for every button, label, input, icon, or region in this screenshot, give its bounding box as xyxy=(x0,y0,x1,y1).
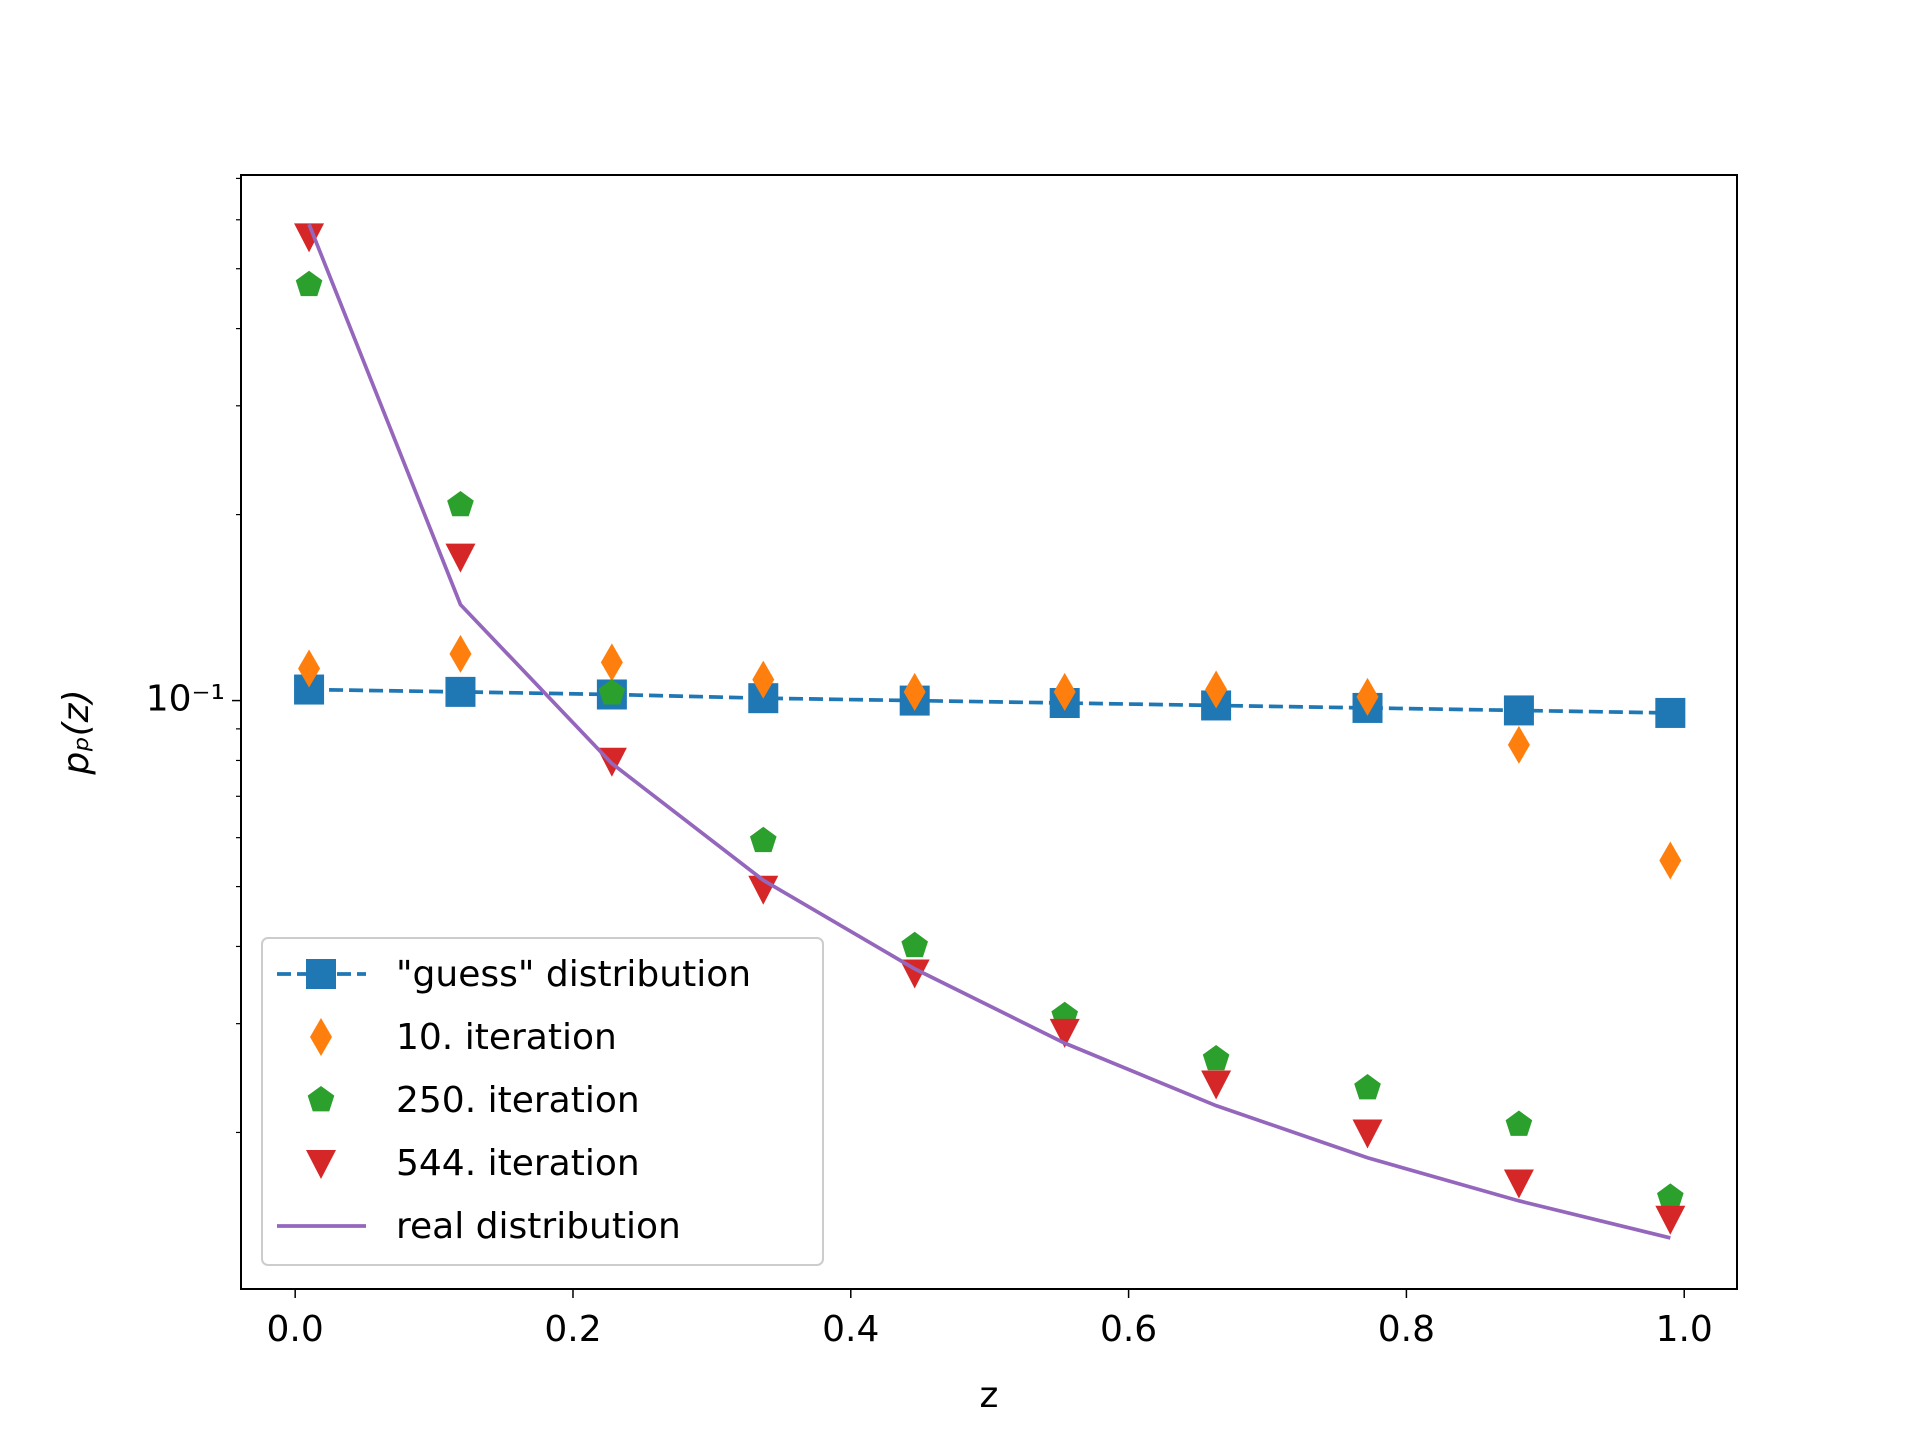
marker-pentagon xyxy=(1657,1183,1684,1209)
marker-diamond xyxy=(1507,725,1530,764)
y-axis-label: pₚ(z) xyxy=(56,689,97,775)
marker-square xyxy=(445,676,476,707)
legend-label: real distribution xyxy=(396,1206,681,1247)
series-line xyxy=(309,687,1671,715)
legend-label: 10. iteration xyxy=(396,1017,617,1058)
marker-pentagon xyxy=(447,490,474,517)
marker-pentagon xyxy=(598,679,626,705)
marker-diamond xyxy=(1356,677,1379,716)
x-tick-label: 0.6 xyxy=(1100,1309,1157,1350)
y-tick-label: 10⁻¹ xyxy=(146,679,225,720)
marker-triangle xyxy=(294,223,325,253)
marker-diamond xyxy=(298,649,321,688)
legend-label: 250. iteration xyxy=(396,1080,640,1121)
legend-label: "guess" distribution xyxy=(396,954,751,995)
marker-square xyxy=(306,959,336,989)
legend-box xyxy=(261,937,824,1266)
plot-frame xyxy=(240,174,1738,1290)
marker-diamond xyxy=(752,660,775,699)
marker-triangle xyxy=(1201,1070,1232,1100)
marker-pentagon xyxy=(1354,1074,1381,1100)
marker-diamond xyxy=(1659,841,1682,880)
marker-triangle xyxy=(1655,1205,1686,1235)
marker-diamond xyxy=(1053,672,1076,711)
marker-triangle xyxy=(899,959,930,989)
marker-diamond xyxy=(1205,670,1228,709)
legend: "guess" distribution 10. iteration 250. it… xyxy=(261,937,824,1266)
legend-label: 544. iteration xyxy=(396,1143,640,1184)
marker-triangle xyxy=(445,543,476,573)
marker-pentagon xyxy=(307,1086,335,1112)
x-axis-label: z xyxy=(980,1375,999,1416)
x-tick-label: 1.0 xyxy=(1656,1309,1713,1350)
marker-square xyxy=(1503,695,1534,726)
marker-pentagon xyxy=(901,931,929,958)
marker-triangle xyxy=(1503,1169,1534,1199)
series-line xyxy=(307,223,1671,1240)
marker-diamond xyxy=(449,634,472,673)
marker-triangle xyxy=(1352,1119,1383,1149)
x-tick-label: 0.0 xyxy=(267,1309,324,1350)
marker-pentagon xyxy=(295,270,323,297)
marker-square xyxy=(1655,697,1686,728)
marker-pentagon xyxy=(1202,1044,1230,1071)
marker-triangle xyxy=(1049,1018,1080,1048)
marker-pentagon xyxy=(1505,1110,1533,1136)
marker-pentagon xyxy=(749,826,777,853)
x-tick-label: 0.4 xyxy=(822,1309,879,1350)
marker-diamond xyxy=(903,672,926,711)
marker-diamond xyxy=(600,643,623,682)
x-tick-label: 0.2 xyxy=(544,1309,601,1350)
x-tick-label: 0.8 xyxy=(1378,1309,1435,1350)
marker-diamond xyxy=(310,1018,332,1056)
marker-triangle xyxy=(306,1150,336,1179)
